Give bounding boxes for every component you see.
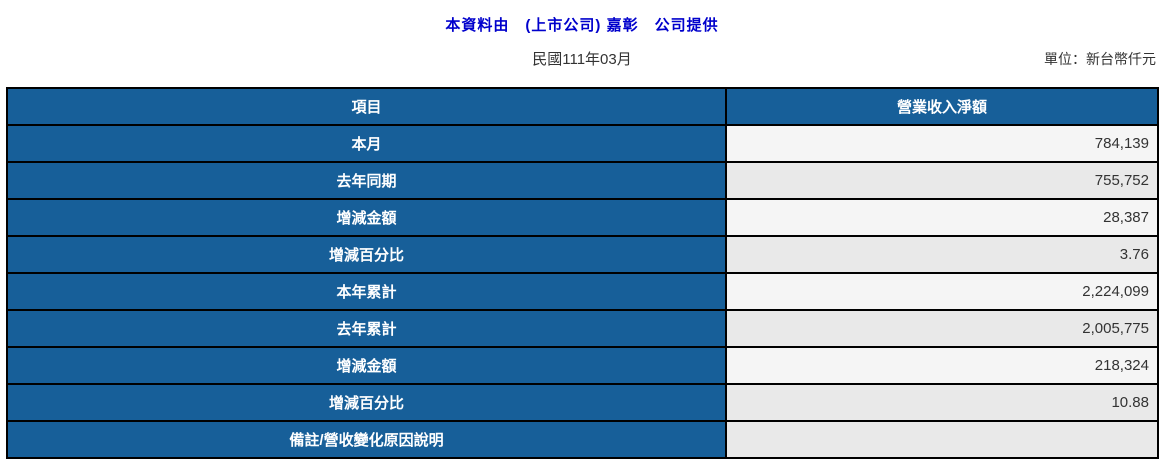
table-row: 備註/營收變化原因說明 [6,420,1159,459]
row-label: 去年累計 [6,309,727,348]
row-label: 增減金額 [6,346,727,385]
currency-unit-label: 單位：新台幣仟元 [1044,51,1156,67]
row-label: 去年同期 [6,161,727,200]
row-label: 增減金額 [6,198,727,237]
row-label: 本月 [6,124,727,163]
row-value: 2,005,775 [725,309,1159,348]
revenue-table: 項目 營業收入淨額 本月 784,139 去年同期 755,752 增減金額 28,387… [6,87,1159,459]
row-value: 3.76 [725,235,1159,274]
revenue-table-body: 本月 784,139 去年同期 755,752 增減金額 28,387 增減百分比 3.76 本… [6,124,1159,459]
row-value: 755,752 [725,161,1159,200]
row-label: 增減百分比 [6,383,727,422]
row-value: 28,387 [725,198,1159,237]
table-row: 增減金額 28,387 [6,198,1159,237]
column-header-item: 項目 [6,87,727,126]
report-period: 民國111年03月 [532,51,632,68]
column-header-net-revenue: 營業收入淨額 [725,87,1159,126]
row-value: 10.88 [725,383,1159,422]
table-row: 增減百分比 10.88 [6,383,1159,422]
table-header-row: 項目 營業收入淨額 [6,87,1159,126]
row-value: 784,139 [725,124,1159,163]
table-row: 本月 784,139 [6,124,1159,163]
row-value: 2,224,099 [725,272,1159,311]
page-title: 本資料由 (上市公司) 嘉彰 公司提供 [445,17,719,34]
row-label: 本年累計 [6,272,727,311]
row-value [725,420,1159,459]
sub-header: 民國111年03月 單位：新台幣仟元 [0,48,1164,68]
table-row: 增減金額 218,324 [6,346,1159,385]
row-label: 增減百分比 [6,235,727,274]
row-label: 備註/營收變化原因說明 [6,420,727,459]
table-row: 去年累計 2,005,775 [6,309,1159,348]
table-row: 增減百分比 3.76 [6,235,1159,274]
table-row: 去年同期 755,752 [6,161,1159,200]
row-value: 218,324 [725,346,1159,385]
table-row: 本年累計 2,224,099 [6,272,1159,311]
